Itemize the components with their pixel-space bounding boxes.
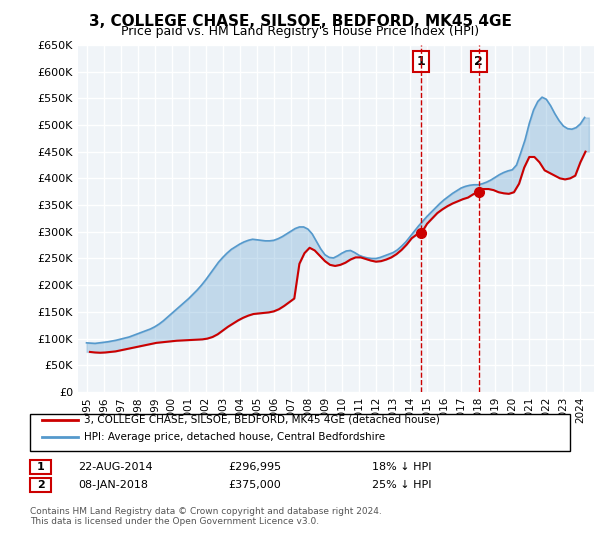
Text: 2: 2: [37, 480, 44, 490]
Text: 3, COLLEGE CHASE, SILSOE, BEDFORD, MK45 4GE (detached house): 3, COLLEGE CHASE, SILSOE, BEDFORD, MK45 …: [84, 415, 440, 425]
Text: 08-JAN-2018: 08-JAN-2018: [78, 480, 148, 490]
Text: Price paid vs. HM Land Registry's House Price Index (HPI): Price paid vs. HM Land Registry's House …: [121, 25, 479, 38]
Text: 1: 1: [37, 462, 44, 472]
Text: HPI: Average price, detached house, Central Bedfordshire: HPI: Average price, detached house, Cent…: [84, 432, 385, 442]
Text: Contains HM Land Registry data © Crown copyright and database right 2024.
This d: Contains HM Land Registry data © Crown c…: [30, 507, 382, 526]
Text: £375,000: £375,000: [228, 480, 281, 490]
Text: HPI: Average price, detached house, Central Bedfordshire: HPI: Average price, detached house, Cent…: [84, 432, 385, 442]
Text: 3, COLLEGE CHASE, SILSOE, BEDFORD, MK45 4GE (detached house): 3, COLLEGE CHASE, SILSOE, BEDFORD, MK45 …: [84, 415, 440, 425]
Text: 25% ↓ HPI: 25% ↓ HPI: [372, 480, 431, 490]
Text: 2: 2: [475, 55, 483, 68]
Text: £296,995: £296,995: [228, 462, 281, 472]
Text: 22-AUG-2014: 22-AUG-2014: [78, 462, 152, 472]
Text: 18% ↓ HPI: 18% ↓ HPI: [372, 462, 431, 472]
Text: 3, COLLEGE CHASE, SILSOE, BEDFORD, MK45 4GE: 3, COLLEGE CHASE, SILSOE, BEDFORD, MK45 …: [89, 14, 511, 29]
Text: 1: 1: [417, 55, 425, 68]
